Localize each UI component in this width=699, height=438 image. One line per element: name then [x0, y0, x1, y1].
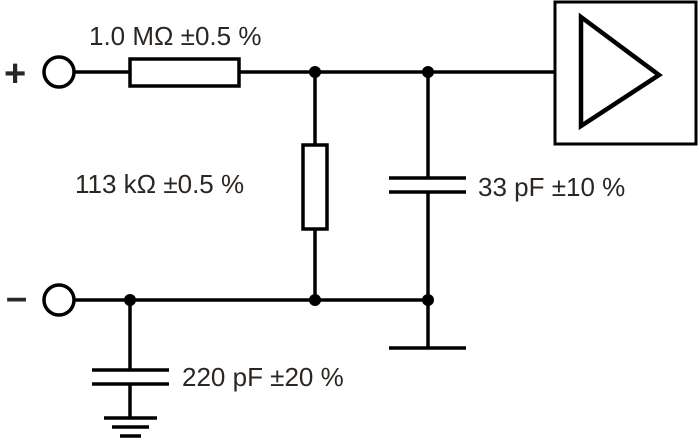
junction-dot: [309, 294, 321, 306]
shunt-resistor-label: 113 kΩ ±0.5 %: [75, 169, 244, 199]
positive-terminal: [42, 55, 76, 89]
negative-terminal-label: –: [6, 277, 27, 319]
junction-dot: [422, 294, 434, 306]
shunt-capacitor-label: 33 pF ±10 %: [478, 172, 625, 202]
shunt-resistor-branch: [301, 72, 329, 300]
series-resistor-label: 1.0 MΩ ±0.5 %: [89, 21, 261, 51]
ground-capacitor-branch: [92, 300, 169, 418]
positive-terminal-label: +: [4, 53, 26, 95]
shunt-capacitor-branch: [389, 72, 466, 350]
series-resistor: [128, 57, 241, 88]
shunt-resistor: [301, 143, 329, 231]
amplifier-block: [553, 0, 698, 146]
ground-capacitor-label: 220 pF ±20 %: [182, 362, 344, 392]
ground-icon: [104, 416, 157, 438]
amplifier-triangle-icon: [578, 12, 663, 131]
negative-terminal: [42, 283, 76, 317]
